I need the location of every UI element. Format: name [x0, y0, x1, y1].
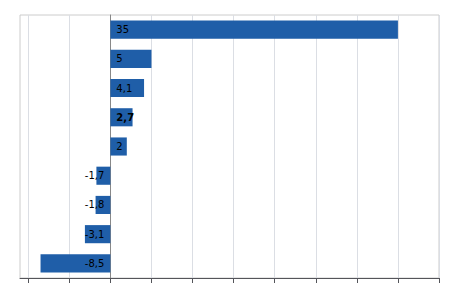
svg-text:-8,5: -8,5 — [85, 258, 105, 269]
svg-text:2,7: 2,7 — [116, 112, 134, 123]
svg-text:-3,1: -3,1 — [85, 229, 105, 240]
svg-text:-1,7: -1,7 — [85, 170, 105, 181]
svg-text:2: 2 — [116, 141, 122, 152]
svg-text:5: 5 — [116, 53, 122, 64]
svg-text:4,1: 4,1 — [116, 83, 132, 94]
svg-text:-1,8: -1,8 — [85, 199, 105, 210]
svg-text:35: 35 — [116, 24, 129, 35]
